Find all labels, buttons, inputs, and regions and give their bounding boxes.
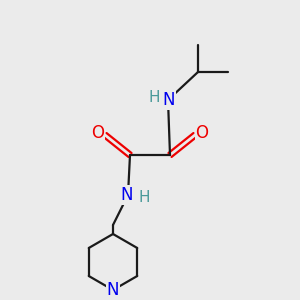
Text: O: O: [92, 124, 104, 142]
Text: N: N: [107, 281, 119, 299]
Text: H: H: [148, 91, 160, 106]
Text: H: H: [138, 190, 150, 205]
Text: N: N: [121, 186, 133, 204]
Text: O: O: [196, 124, 208, 142]
Text: N: N: [163, 91, 175, 109]
